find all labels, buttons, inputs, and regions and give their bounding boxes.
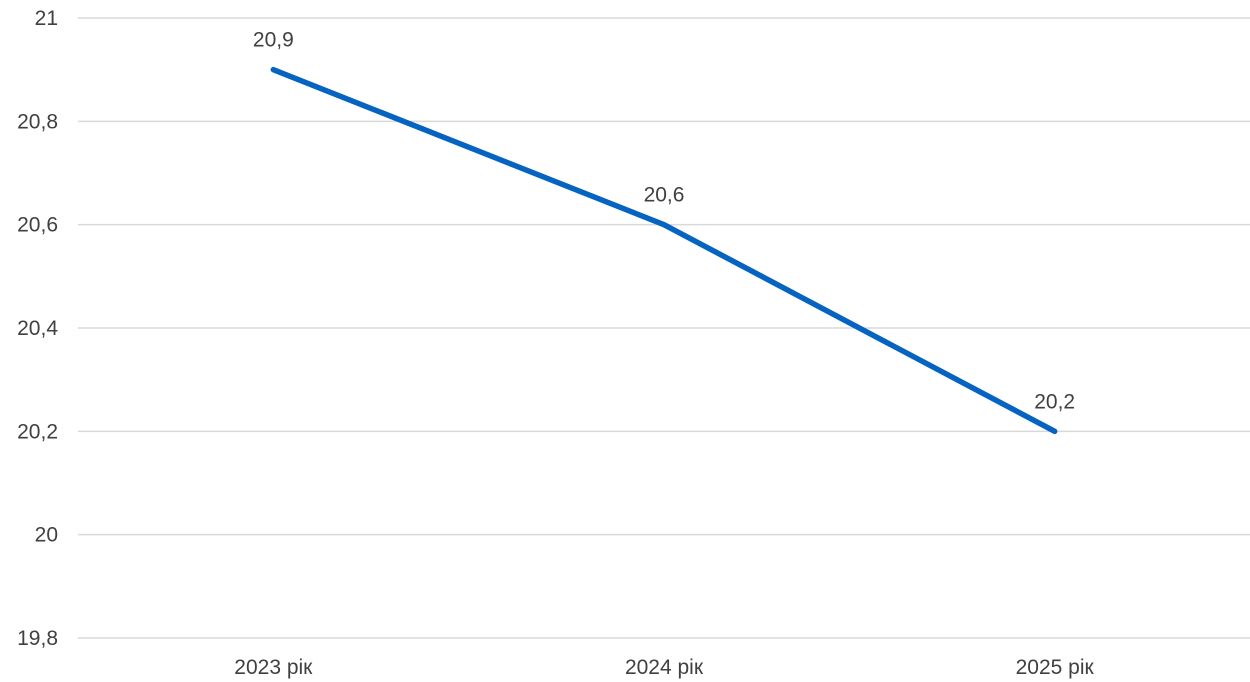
x-tick-label: 2024 рік bbox=[625, 656, 704, 679]
y-tick-label: 20,6 bbox=[17, 214, 58, 237]
x-tick-label: 2023 рік bbox=[234, 656, 313, 679]
y-tick-label: 20,8 bbox=[17, 110, 58, 133]
x-axis: 2023 рік 2024 рік 2025 рік bbox=[234, 656, 1094, 679]
y-tick-label: 20,4 bbox=[17, 317, 58, 340]
y-tick-label: 20 bbox=[35, 524, 58, 547]
x-tick-label: 2025 рік bbox=[1016, 656, 1095, 679]
y-axis: 19,8 20 20,2 20,4 20,6 20,8 21 bbox=[17, 7, 58, 650]
series-group bbox=[270, 66, 1058, 435]
y-tick-label: 21 bbox=[35, 7, 58, 30]
data-label: 20,9 bbox=[253, 29, 294, 52]
y-tick-label: 20,2 bbox=[17, 420, 58, 443]
series-line bbox=[270, 66, 1058, 435]
data-label: 20,6 bbox=[644, 184, 685, 207]
y-tick-label: 19,8 bbox=[17, 627, 58, 650]
gridlines bbox=[78, 17, 1250, 639]
data-label: 20,2 bbox=[1034, 390, 1075, 413]
data-labels: 20,9 20,6 20,2 bbox=[253, 29, 1075, 414]
